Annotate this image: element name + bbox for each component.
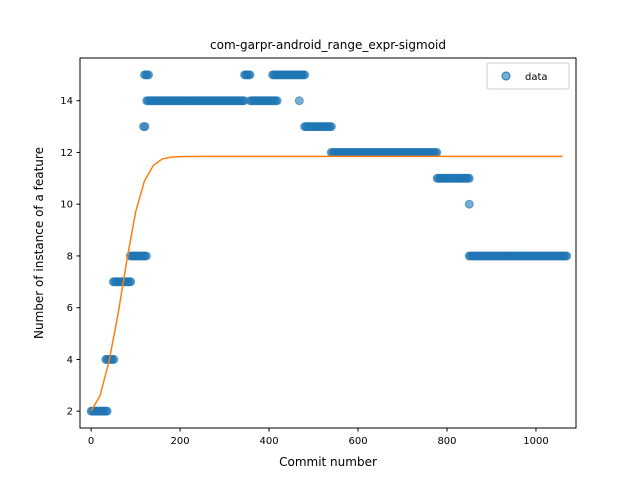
y-tick-label: 6 xyxy=(67,303,73,314)
y-tick-label: 4 xyxy=(67,355,73,366)
x-tick-label: 0 xyxy=(88,436,94,447)
data-point xyxy=(432,147,442,157)
legend-box xyxy=(486,62,570,90)
data-point xyxy=(272,96,282,106)
x-tick-label: 200 xyxy=(171,436,190,447)
y-tick-label: 12 xyxy=(60,148,73,159)
axes-frame xyxy=(79,57,577,429)
axis-ticks: 0 200 400 600 800 1000 2 4 6 8 10 12 14 xyxy=(60,96,548,447)
x-tick-label: 800 xyxy=(437,436,456,447)
y-tick-label: 14 xyxy=(60,96,73,107)
legend: data xyxy=(486,62,570,90)
data-point xyxy=(464,199,474,209)
data-point xyxy=(562,251,572,261)
data-point xyxy=(326,122,336,132)
y-axis-label: Number of instance of a feature xyxy=(32,147,46,339)
y-tick-label: 2 xyxy=(67,407,73,418)
legend-label-data: data xyxy=(525,72,548,83)
plot-area xyxy=(86,70,572,416)
data-point xyxy=(109,354,119,364)
x-tick-label: 1000 xyxy=(523,436,548,447)
x-tick-label: 600 xyxy=(348,436,367,447)
data-point xyxy=(141,251,151,261)
data-point xyxy=(464,173,474,183)
data-point xyxy=(140,122,150,132)
x-tick-label: 400 xyxy=(260,436,279,447)
data-point xyxy=(245,70,255,80)
x-axis-label: Commit number xyxy=(279,455,377,469)
data-point xyxy=(126,277,136,287)
y-tick-label: 10 xyxy=(60,200,73,211)
fit-line xyxy=(90,155,563,412)
data-point xyxy=(144,70,154,80)
chart-title: com-garpr-android_range_expr-sigmoid xyxy=(210,38,446,52)
legend-marker-data xyxy=(501,71,511,81)
data-point xyxy=(294,96,304,106)
data-point xyxy=(300,70,310,80)
y-tick-label: 8 xyxy=(67,251,73,262)
data-point xyxy=(102,406,112,416)
